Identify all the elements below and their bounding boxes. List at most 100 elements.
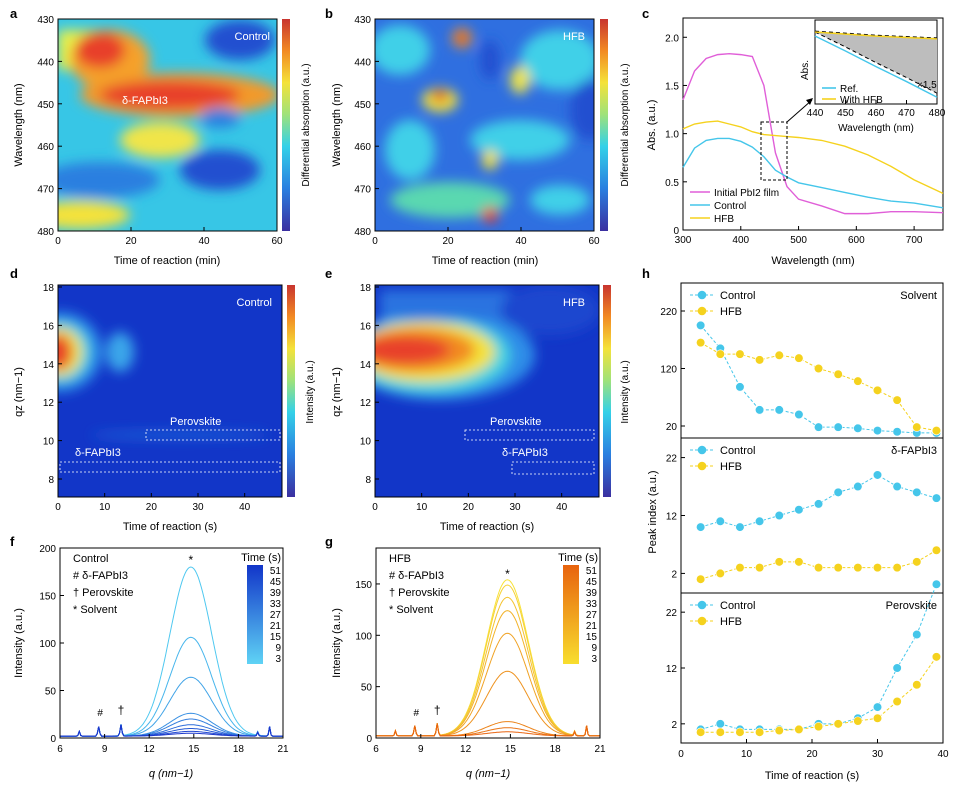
data-point <box>872 426 883 436</box>
xlabel-g: q (nm−1) <box>466 768 511 780</box>
y-tick-label: 2 <box>671 720 677 731</box>
data-point <box>813 563 824 573</box>
time-label: 21 <box>270 621 282 632</box>
y-tick-label: 470 <box>354 185 371 196</box>
tag-b: HFB <box>563 31 585 43</box>
inset-ylabel: Abs. <box>800 60 811 80</box>
x-tick-label: 20 <box>442 236 454 247</box>
ylabel-b: Wavelength (nm) <box>331 83 343 166</box>
xlabel-e: Time of reaction (s) <box>440 521 534 533</box>
legend-marker <box>697 290 707 300</box>
data-point <box>912 422 922 432</box>
data-point <box>833 719 843 729</box>
legend-label: HFB <box>720 461 742 473</box>
panel-e: e HFB Perovskite δ-FAPbI3 Intensity (a.u… <box>325 266 631 533</box>
zoom-arrow-head <box>806 98 813 105</box>
panel-a: a Control δ-FAPbI3 Differential absorpti… <box>10 6 312 267</box>
x-tick-label: 30 <box>872 749 884 760</box>
data-point <box>735 727 745 737</box>
legend-marker <box>697 445 707 455</box>
x-tick-label: 15 <box>188 744 200 755</box>
legend-label: Initial PbI2 film <box>714 188 779 199</box>
data-point <box>892 395 902 405</box>
data-point <box>892 696 902 707</box>
data-point <box>715 516 725 526</box>
colorbar-e <box>603 285 611 497</box>
heatmap-b <box>375 19 594 231</box>
data-point <box>892 663 902 673</box>
data-point <box>872 702 883 712</box>
y-tick-label: 12 <box>666 664 678 675</box>
data-point <box>892 563 902 573</box>
y-tick-label: 12 <box>666 512 678 523</box>
inset-xlabel: Wavelength (nm) <box>838 123 914 134</box>
annotation-a: δ-FAPbI3 <box>122 95 168 107</box>
x-tick-label: 6 <box>57 744 63 755</box>
y-tick-label: 100 <box>355 631 372 642</box>
key-solvent-g: * Solvent <box>389 604 433 616</box>
subplot-title: δ-FAPbI3 <box>891 445 937 457</box>
data-point <box>696 522 706 532</box>
ylabel-f: Intensity (a.u.) <box>13 608 25 678</box>
time-label: 45 <box>586 577 598 588</box>
time-label: 15 <box>586 632 598 643</box>
time-label: 39 <box>270 588 282 599</box>
ticks-a: 0 20 40 60 430 440 450 460 470 480 <box>37 15 283 247</box>
legend-label: Control <box>714 201 746 212</box>
box-perovskite-label-d: Perovskite <box>170 416 221 428</box>
y-tick-label: 460 <box>354 142 371 153</box>
data-point <box>735 522 745 532</box>
y-tick-label: 450 <box>354 100 371 111</box>
x-tick-label: 40 <box>198 236 210 247</box>
key-delta-g: # δ-FAPbI3 <box>389 570 444 582</box>
y-tick-label: 450 <box>37 100 54 111</box>
legend-label: Control <box>720 600 755 612</box>
x-tick-label: 0 <box>372 502 378 513</box>
legend-label: HFB <box>720 306 742 318</box>
inset-x-tick-label: 450 <box>837 108 854 119</box>
x-tick-label: 40 <box>515 236 527 247</box>
box-delta-d <box>59 461 281 473</box>
data-point <box>833 369 843 379</box>
ylabel-d: qz (nm−1) <box>13 367 25 417</box>
legend-c: Initial PbI2 film Control HFB <box>690 188 779 225</box>
x-tick-label: 0 <box>55 236 61 247</box>
data-point <box>813 722 824 732</box>
data-point <box>754 727 765 737</box>
colorbar-d <box>287 285 295 497</box>
series-line <box>682 137 944 209</box>
box-perovskite-e <box>464 429 595 441</box>
time-label: 3 <box>275 654 281 665</box>
title-f: Control <box>73 553 108 565</box>
y-tick-label: 2.0 <box>665 33 679 44</box>
y-tick-label: 16 <box>43 321 55 332</box>
x-tick-label: 30 <box>192 502 204 513</box>
data-point <box>774 510 784 521</box>
panel-b: b HFB Differenti <box>325 6 631 267</box>
data-point <box>813 363 824 374</box>
x-tick-label: 20 <box>463 502 475 513</box>
y-tick-label: 150 <box>39 592 56 603</box>
data-point <box>715 568 725 579</box>
y-tick-label: 18 <box>43 283 55 294</box>
y-tick-label: 200 <box>39 544 56 555</box>
x-tick-label: 12 <box>460 744 472 755</box>
data-point <box>794 353 804 363</box>
data-point <box>931 652 942 662</box>
y-tick-label: 0 <box>366 734 372 745</box>
data-point <box>892 481 902 492</box>
spectrum-line <box>376 723 600 737</box>
y-tick-label: 1.0 <box>665 130 679 141</box>
tag-d: Control <box>237 297 272 309</box>
key-perovskite-g: † Perovskite <box>389 587 450 599</box>
panel-letter: b <box>325 6 333 21</box>
panel-d: d Control Perovskite δ-FAPbI3 Intensity … <box>10 266 316 533</box>
data-point <box>754 405 765 415</box>
x-tick-label: 0 <box>55 502 61 513</box>
data-point <box>794 409 804 420</box>
ylabel-a: Wavelength (nm) <box>13 83 25 166</box>
y-tick-label: 22 <box>666 454 678 465</box>
y-tick-label: 22 <box>666 608 678 619</box>
data-point <box>853 376 863 386</box>
